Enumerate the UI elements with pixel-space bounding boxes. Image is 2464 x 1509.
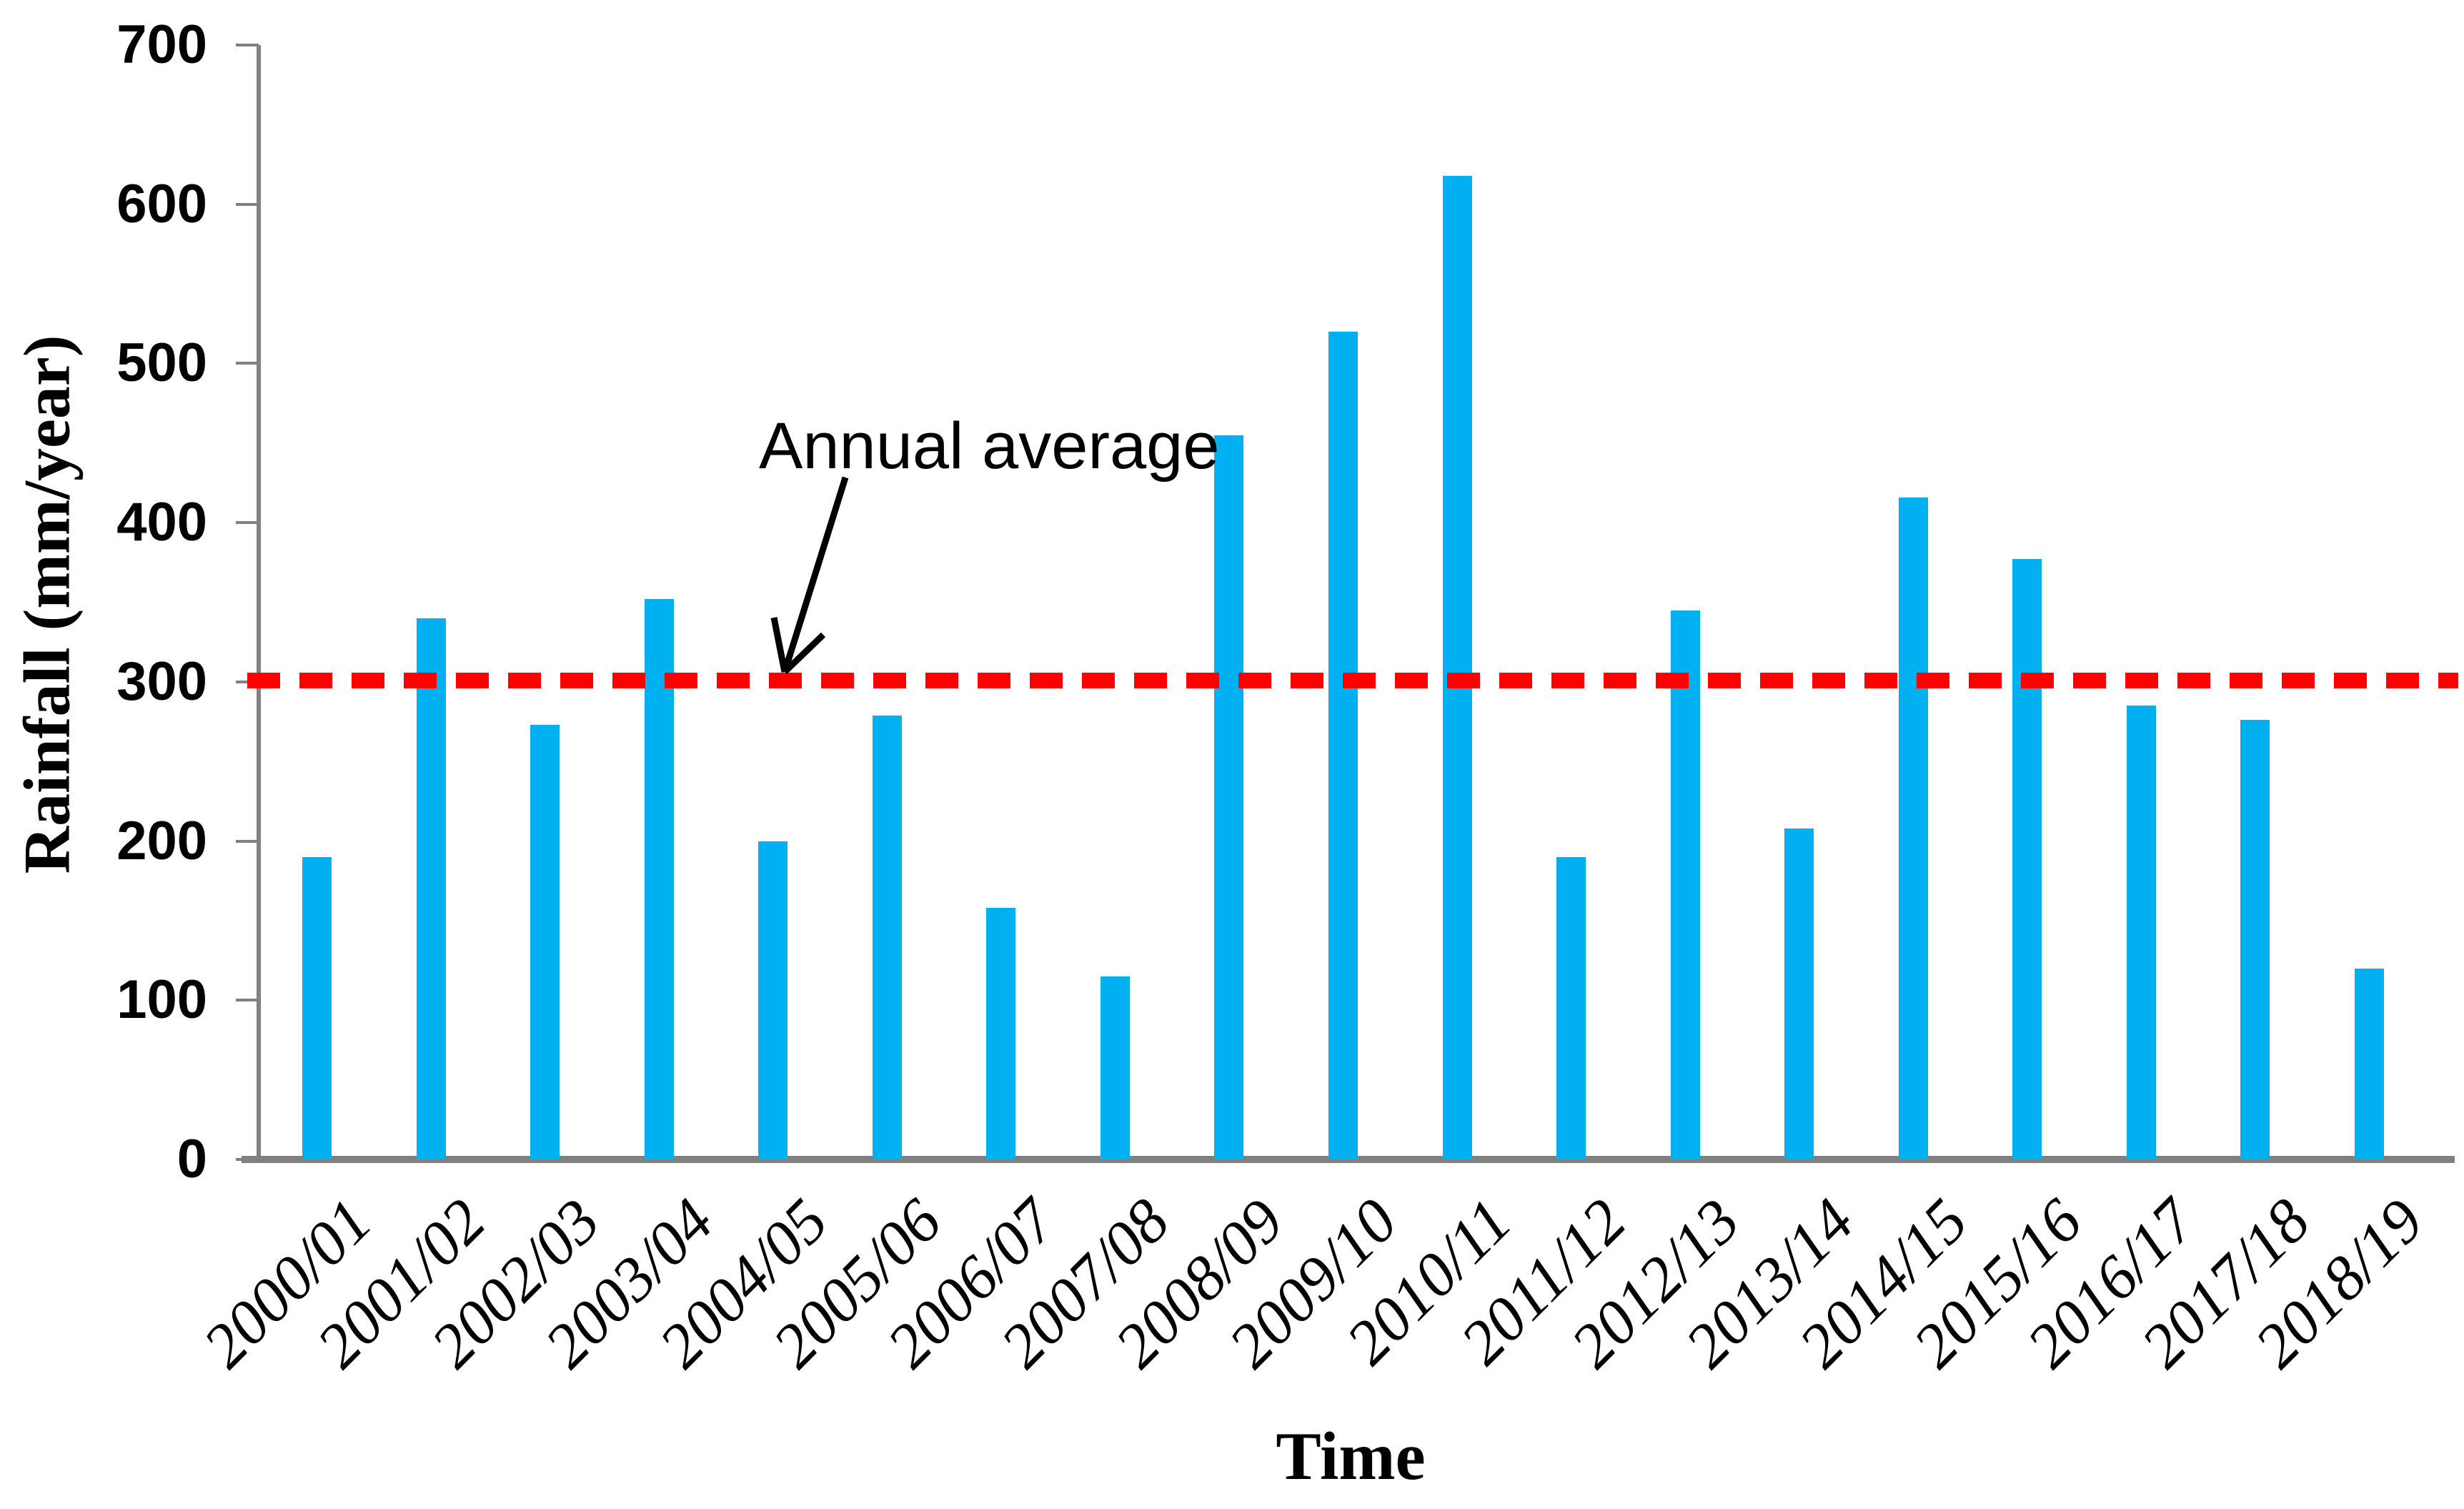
bar-2013/14 — [1784, 828, 1814, 1159]
bar-2007/08 — [1100, 976, 1130, 1159]
y-axis-line — [257, 45, 261, 1159]
bar-2012/13 — [1670, 610, 1700, 1159]
y-tick — [236, 362, 259, 365]
average-line — [247, 672, 2458, 688]
y-tick-label: 300 — [116, 650, 207, 712]
y-tick-label: 100 — [116, 969, 207, 1031]
bar-2001/02 — [416, 618, 446, 1159]
bar-2006/07 — [986, 908, 1016, 1159]
y-tick-label: 400 — [116, 492, 207, 553]
bar-2000/01 — [302, 856, 332, 1159]
y-tick — [236, 839, 259, 843]
bar-2009/10 — [1328, 331, 1358, 1159]
y-tick — [236, 521, 259, 525]
bar-2010/11 — [1442, 175, 1472, 1159]
bar-2002/03 — [530, 724, 560, 1159]
bar-2014/15 — [1898, 497, 1928, 1159]
y-tick-label: 200 — [116, 810, 207, 871]
bar-2016/17 — [2126, 706, 2156, 1159]
y-tick — [236, 44, 259, 46]
bar-2018/19 — [2354, 968, 2384, 1159]
y-tick-label: 500 — [116, 332, 207, 394]
y-tick — [236, 1158, 259, 1161]
x-axis-title: Time — [1276, 1418, 1426, 1494]
bar-2017/18 — [2240, 720, 2270, 1159]
bar-2011/12 — [1556, 856, 1586, 1159]
bar-2008/09 — [1214, 435, 1244, 1159]
bar-2005/06 — [872, 715, 902, 1159]
y-tick-label: 0 — [177, 1129, 207, 1189]
annotation-label: Annual average — [759, 410, 1220, 483]
y-tick — [236, 202, 259, 206]
bar-2003/04 — [644, 599, 674, 1159]
x-axis-line — [242, 1156, 2455, 1163]
bar-2015/16 — [2012, 559, 2042, 1159]
y-tick — [236, 999, 259, 1002]
y-tick-label: 600 — [116, 173, 207, 234]
y-tick-label: 700 — [116, 14, 207, 75]
bar-2004/05 — [758, 841, 788, 1159]
